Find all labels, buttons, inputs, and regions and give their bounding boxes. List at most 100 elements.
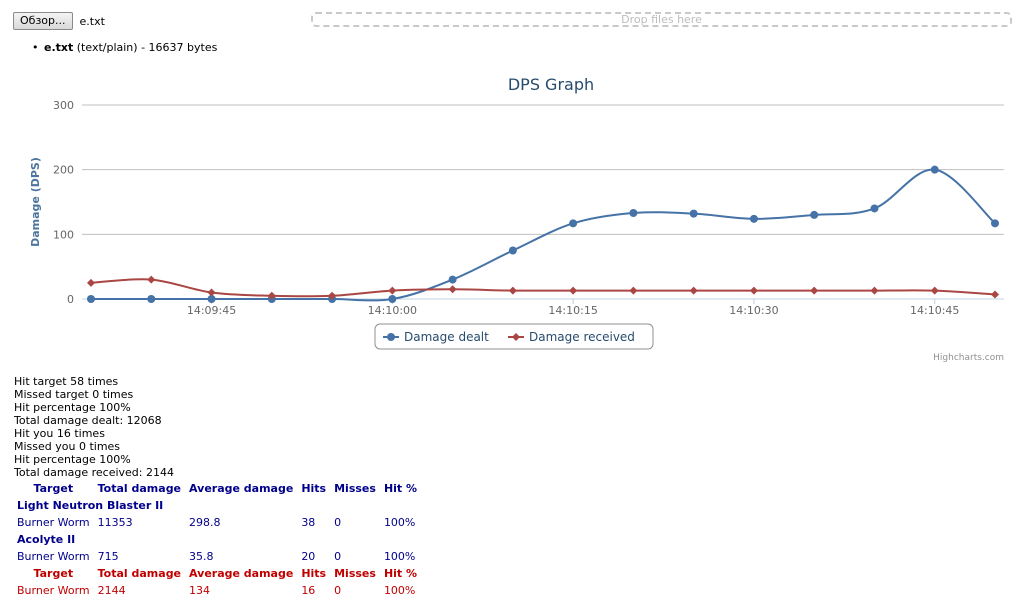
data-point xyxy=(147,275,156,284)
browse-button[interactable]: Обзор... xyxy=(13,12,73,30)
weapon-name: Light Neutron Blaster II xyxy=(17,499,164,512)
selected-file-name: e.txt xyxy=(79,14,105,28)
legend-label: Damage received xyxy=(529,330,635,344)
data-point xyxy=(388,286,397,295)
table-cell: 0 xyxy=(334,584,342,597)
data-point xyxy=(147,295,156,303)
weapon-name: Acolyte II xyxy=(17,533,76,546)
legend-marker xyxy=(387,333,395,341)
column-header: Average damage xyxy=(189,482,294,495)
stat-line: Missed you 0 times xyxy=(14,440,121,453)
data-point xyxy=(207,288,216,297)
column-header: Average damage xyxy=(189,567,294,580)
y-tick-label: 200 xyxy=(53,164,74,177)
table-cell: 11353 xyxy=(97,516,133,529)
stat-line: Hit target 58 times xyxy=(14,375,119,388)
table-row: Burner Worm 2144 134 16 0 100% xyxy=(13,582,421,599)
stat-line: Hit percentage 100% xyxy=(14,453,131,466)
table-cell: 0 xyxy=(334,550,342,563)
table-cell: Burner Worm xyxy=(17,516,90,529)
data-point xyxy=(87,278,95,287)
table-cell: 2144 xyxy=(97,584,126,597)
stat-line: Hit you 16 times xyxy=(14,427,105,440)
table-cell: 100% xyxy=(383,584,416,597)
column-header: Target xyxy=(33,482,74,495)
data-point xyxy=(508,246,517,255)
table-cell: 35.8 xyxy=(189,550,214,563)
data-point xyxy=(930,165,939,174)
dealt-header-row: Target Total damage Average damage Hits … xyxy=(13,480,421,497)
x-tick-label: 14:09:45 xyxy=(187,304,236,317)
file-input-row: Обзор... e.txt xyxy=(13,11,105,31)
uploaded-file-name: e.txt xyxy=(44,41,74,54)
data-point xyxy=(749,214,758,223)
data-point xyxy=(810,210,819,219)
uploaded-file-details: (text/plain) - 16637 bytes xyxy=(76,41,218,54)
table-cell: Burner Worm xyxy=(17,550,90,563)
x-tick-label: 14:10:15 xyxy=(548,304,597,317)
stat-line: Hit percentage 100% xyxy=(14,401,131,414)
table-cell: 0 xyxy=(334,516,342,529)
data-point xyxy=(448,285,457,294)
y-tick-label: 0 xyxy=(67,293,74,306)
data-point xyxy=(629,286,638,295)
table-cell: Burner Worm xyxy=(17,584,90,597)
stat-line: Missed target 0 times xyxy=(14,388,134,401)
weapon-row: Light Neutron Blaster II xyxy=(13,497,421,514)
data-point xyxy=(870,204,879,213)
table-cell: 38 xyxy=(301,516,316,529)
data-point xyxy=(870,286,879,295)
table-cell: 20 xyxy=(301,550,316,563)
data-point xyxy=(87,295,95,303)
column-header: Hits xyxy=(301,482,327,495)
x-tick-label: 14:10:30 xyxy=(729,304,778,317)
x-tick-label: 14:10:00 xyxy=(368,304,417,317)
y-tick-label: 300 xyxy=(53,99,74,112)
data-point xyxy=(749,286,758,295)
column-header: Hits xyxy=(301,567,327,580)
column-header: Total damage xyxy=(97,482,182,495)
stat-line: Total damage dealt: 12068 xyxy=(14,414,162,427)
data-point xyxy=(629,208,638,217)
drop-zone-label: Drop files here xyxy=(621,13,702,26)
y-axis-title: Damage (DPS) xyxy=(29,157,42,247)
table-row: Burner Worm 11353 298.8 38 0 100% xyxy=(13,514,421,531)
column-header: Misses xyxy=(334,567,376,580)
y-tick-label: 100 xyxy=(53,228,74,241)
drop-zone[interactable]: Drop files here xyxy=(311,12,1012,27)
received-header-row: Target Total damage Average damage Hits … xyxy=(13,565,421,582)
series-line-damage-dealt xyxy=(91,168,996,302)
data-point xyxy=(569,286,578,295)
x-tick-label: 14:10:45 xyxy=(910,304,959,317)
table-cell: 100% xyxy=(383,550,416,563)
data-point xyxy=(991,290,999,299)
table-cell: 100% xyxy=(383,516,416,529)
column-header: Hit % xyxy=(383,567,418,580)
data-point xyxy=(930,286,939,295)
data-point xyxy=(328,291,337,300)
data-point xyxy=(991,219,999,228)
table-row: Burner Worm 715 35.8 20 0 100% xyxy=(13,548,421,565)
data-point xyxy=(388,295,397,303)
data-point xyxy=(448,275,457,284)
uploaded-file-item: e.txt (text/plain) - 16637 bytes xyxy=(32,41,218,54)
uploaded-file-list: e.txt (text/plain) - 16637 bytes xyxy=(32,41,218,54)
damage-table: Target Total damage Average damage Hits … xyxy=(13,480,421,599)
data-point xyxy=(810,286,819,295)
chart-title: DPS Graph xyxy=(508,75,594,94)
column-header: Total damage xyxy=(97,567,182,580)
stat-line: Total damage received: 2144 xyxy=(14,466,174,479)
column-header: Hit % xyxy=(383,482,418,495)
data-point xyxy=(207,295,216,303)
legend-marker xyxy=(512,333,520,341)
table-cell: 298.8 xyxy=(189,516,221,529)
legend-label: Damage dealt xyxy=(404,330,489,344)
column-header: Target xyxy=(33,567,74,580)
chart-credits: Highcharts.com xyxy=(933,353,1004,363)
table-cell: 715 xyxy=(97,550,119,563)
table-cell: 16 xyxy=(301,584,316,597)
column-header: Misses xyxy=(334,482,376,495)
dps-chart: DPS Graph 0 100 200 300 Damage (DPS) 14:09:45 1… xyxy=(29,75,1004,363)
data-point xyxy=(689,209,698,218)
data-point xyxy=(267,291,276,300)
